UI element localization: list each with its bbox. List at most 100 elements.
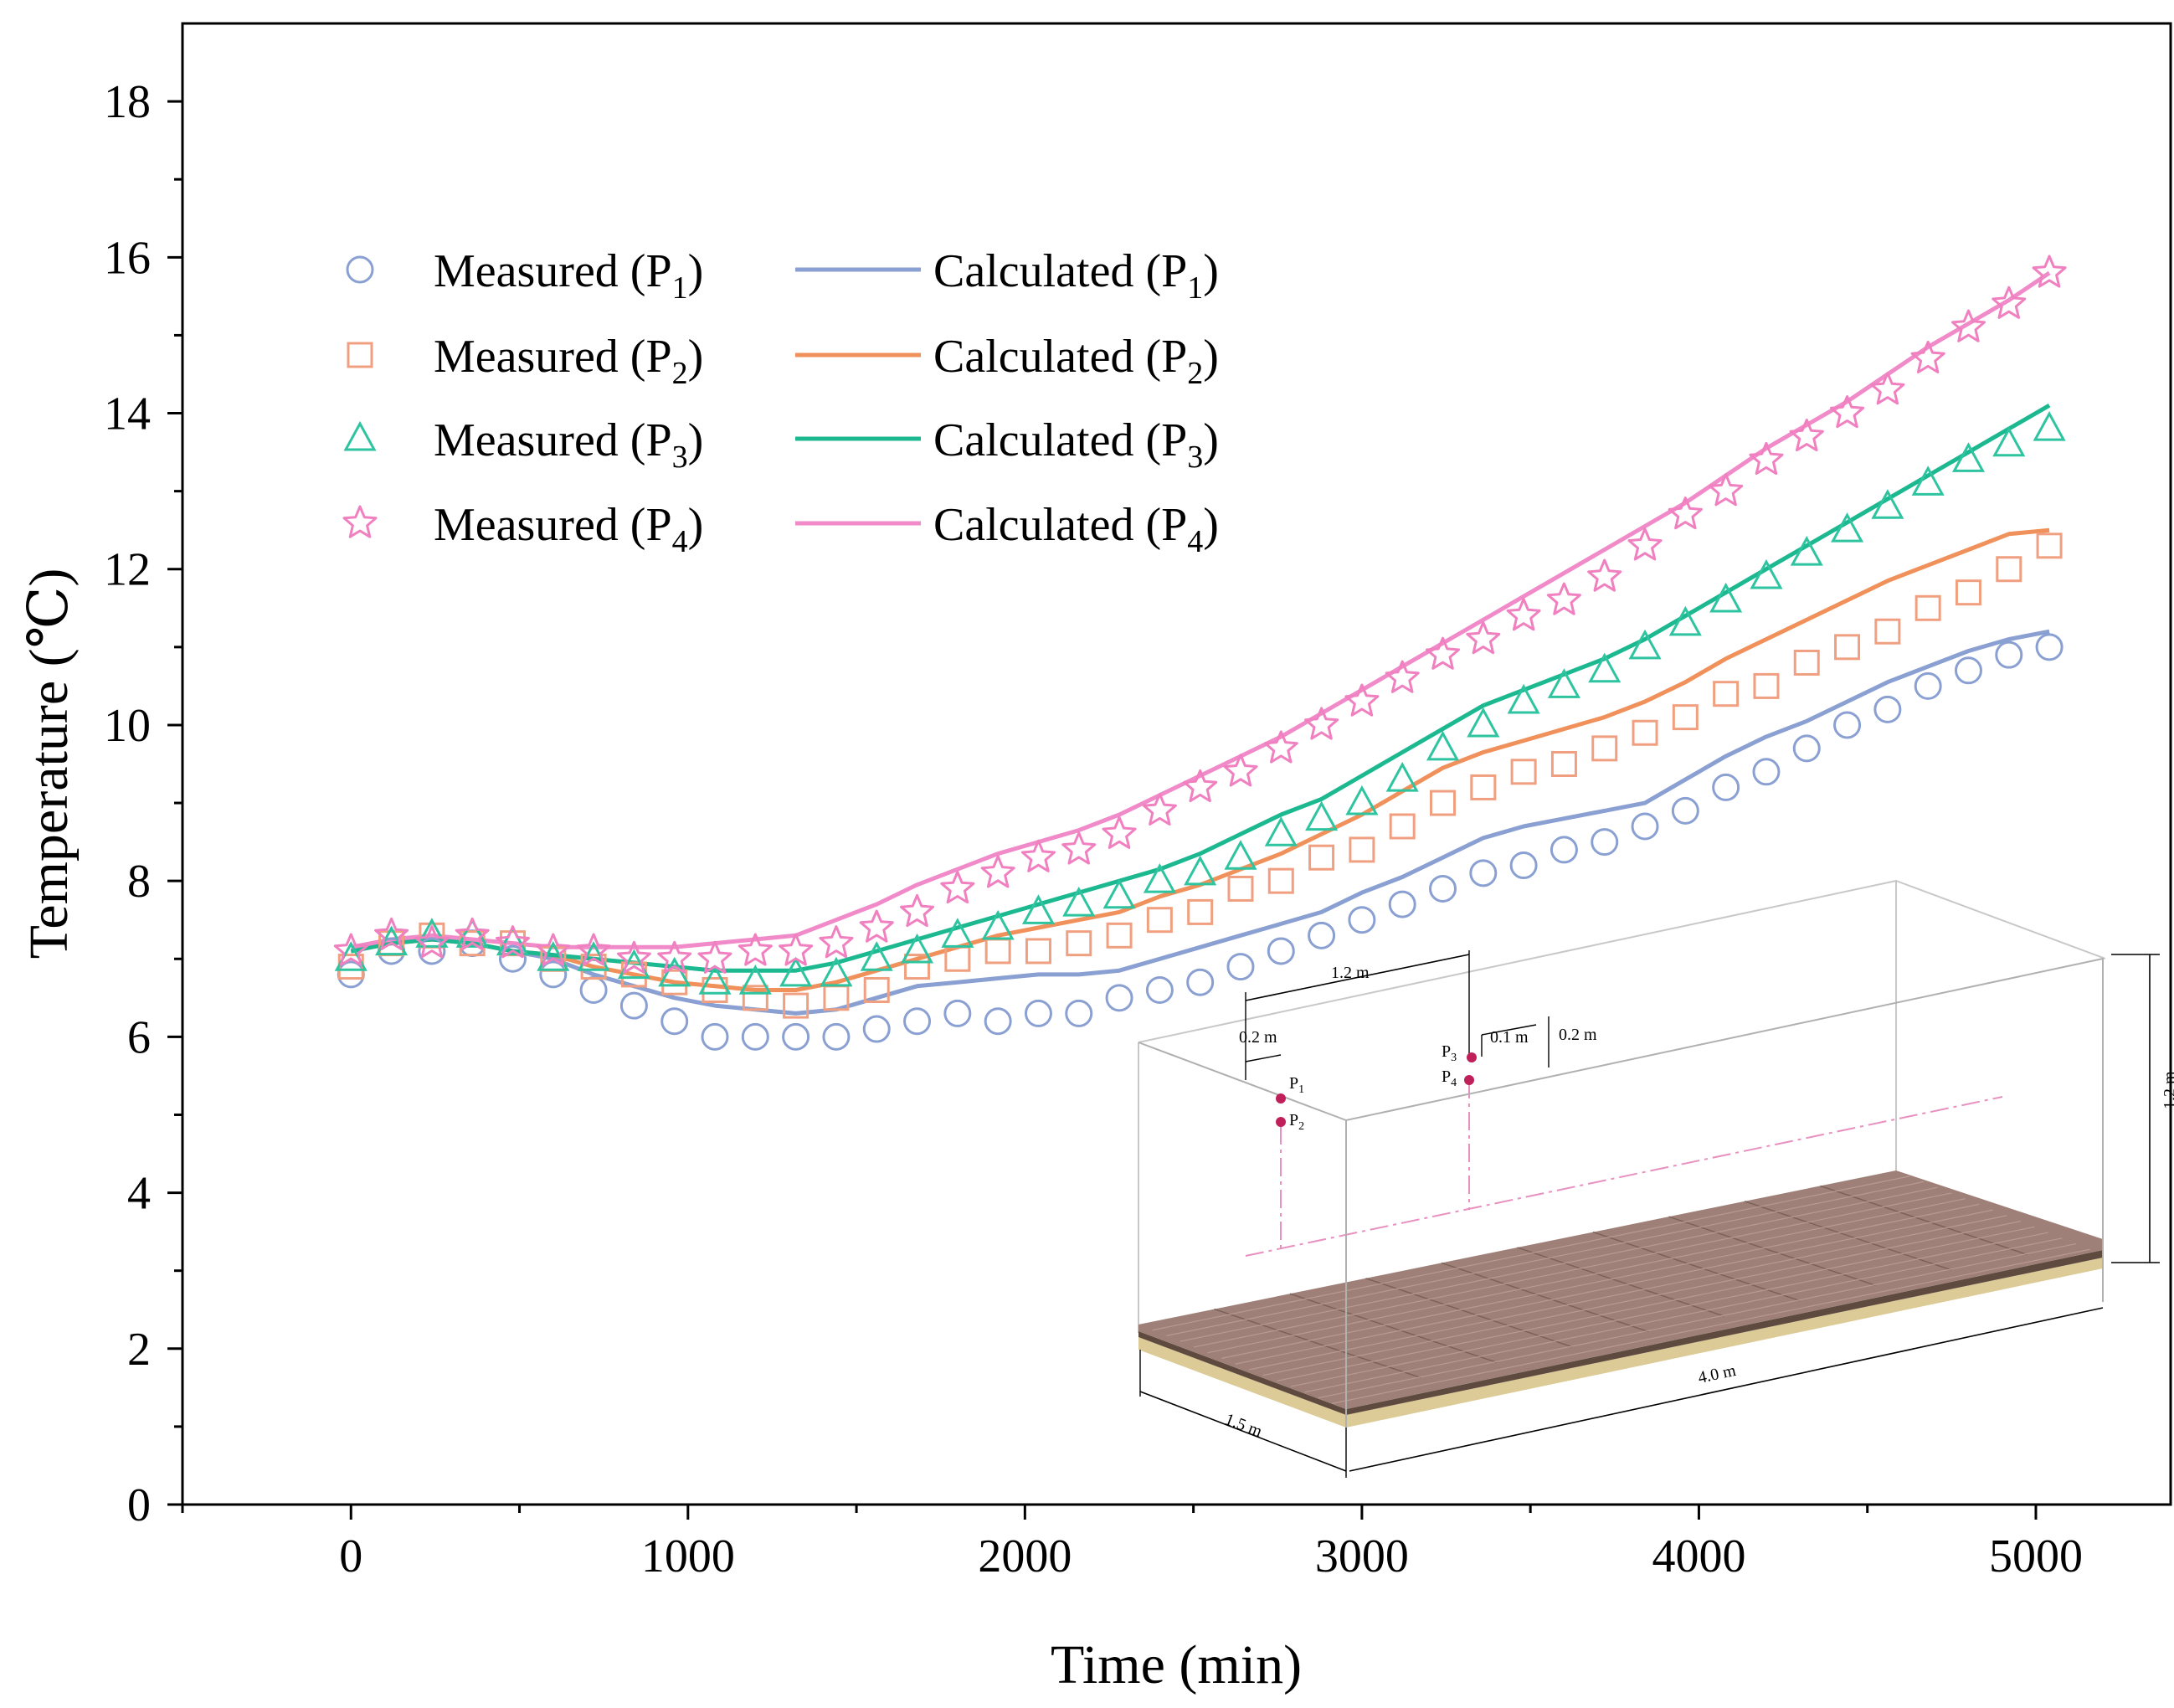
data-point xyxy=(1467,707,1500,738)
data-point xyxy=(1550,751,1577,777)
data-point xyxy=(1345,785,1379,815)
data-point xyxy=(1388,890,1416,918)
data-point xyxy=(496,925,530,956)
inset-dim-line-12-top xyxy=(1245,954,1470,1001)
data-point xyxy=(1954,656,1982,685)
data-point xyxy=(455,918,489,948)
data-point xyxy=(1632,719,1658,746)
inset-box-front xyxy=(1138,957,2104,1302)
inset-label-p4: P4 xyxy=(1442,1068,1457,1089)
legend-marker xyxy=(342,505,378,538)
data-point xyxy=(2035,633,2064,661)
data-point xyxy=(1304,707,1339,740)
inset-label-p2: P2 xyxy=(1289,1111,1304,1133)
data-point xyxy=(576,933,611,966)
data-point xyxy=(1020,839,1056,872)
inset-pipe-ridge xyxy=(1180,1186,1938,1342)
data-point xyxy=(1264,816,1298,846)
data-point xyxy=(658,956,691,987)
inset-probe-p1 xyxy=(1276,1093,1286,1104)
data-point xyxy=(1712,773,1740,801)
x-tick-label: 4000 xyxy=(1652,1531,1745,1582)
data-point xyxy=(741,1022,769,1051)
legend-label-measured: Measured (P1) xyxy=(434,245,703,306)
y-tick-label: 2 xyxy=(127,1324,151,1376)
data-point xyxy=(1874,618,1901,645)
data-point xyxy=(1267,937,1295,965)
legend-marker xyxy=(347,342,373,368)
data-point xyxy=(779,933,814,966)
legend-marker xyxy=(343,420,377,451)
data-point xyxy=(1308,921,1336,949)
inset-probe-p4 xyxy=(1464,1075,1474,1085)
data-point xyxy=(1914,671,1942,700)
data-point xyxy=(1429,874,1457,903)
data-point xyxy=(782,1022,810,1051)
data-point xyxy=(1348,906,1376,934)
inset-label-01: 0.1 m xyxy=(1490,1028,1529,1047)
data-point xyxy=(1631,812,1659,841)
data-point xyxy=(1792,734,1821,763)
data-point xyxy=(1871,489,1904,519)
data-point xyxy=(1591,735,1618,762)
data-point xyxy=(1507,683,1540,714)
data-point xyxy=(1914,594,1941,621)
data-point xyxy=(1951,442,1986,472)
data-point xyxy=(333,933,368,966)
data-point xyxy=(1186,968,1215,996)
data-point xyxy=(1224,840,1257,870)
data-point xyxy=(701,1022,729,1051)
data-point xyxy=(657,940,692,974)
data-point xyxy=(539,960,568,989)
data-point xyxy=(1955,579,1981,606)
data-point xyxy=(1547,668,1580,698)
inset-pipe-ridge xyxy=(1332,1248,2090,1404)
data-point xyxy=(1550,836,1578,864)
data-point xyxy=(900,893,935,928)
data-point xyxy=(1753,672,1780,699)
data-point xyxy=(941,918,974,948)
data-point xyxy=(414,925,450,959)
x-tick-label: 1000 xyxy=(641,1531,735,1582)
legend: Measured (P1) Measured (P2) Measured (P3) M… xyxy=(342,245,1219,559)
data-point xyxy=(374,917,409,950)
data-point xyxy=(1546,582,1581,615)
data-point xyxy=(455,917,490,950)
data-point xyxy=(1588,652,1622,683)
data-point xyxy=(1627,527,1663,561)
x-axis-label: Time (min) xyxy=(1051,1634,1302,1695)
data-point xyxy=(2033,411,2066,441)
data-point xyxy=(1910,340,1945,373)
data-point xyxy=(1349,836,1375,863)
data-point xyxy=(1102,815,1137,849)
data-point xyxy=(698,965,732,995)
inset-dim-line-15 xyxy=(1139,1391,1347,1472)
data-point xyxy=(1830,395,1865,429)
data-point xyxy=(1389,813,1416,840)
data-point xyxy=(1509,851,1538,880)
inset-label-02-left: 0.2 m xyxy=(1239,1028,1277,1047)
data-point xyxy=(1305,800,1339,831)
data-point xyxy=(1628,629,1662,660)
data-point xyxy=(1672,704,1699,731)
legend-label-measured: Measured (P2) xyxy=(434,331,703,391)
series-markers-measured-p4 xyxy=(333,255,2067,974)
data-point xyxy=(1591,828,1619,857)
data-point xyxy=(1143,863,1176,893)
inset-pipe-ridge xyxy=(1304,1237,2063,1393)
data-point xyxy=(904,954,931,980)
data-point xyxy=(1065,999,1093,1027)
legend-label-measured: Measured (P3) xyxy=(434,414,703,475)
legend-label-calculated: Calculated (P2) xyxy=(933,331,1219,391)
series-markers-measured-p1 xyxy=(337,633,2064,1051)
x-tick-label: 2000 xyxy=(978,1531,1072,1582)
data-point xyxy=(1223,754,1258,787)
data-point xyxy=(1870,372,1905,405)
data-point xyxy=(1308,844,1335,871)
data-point xyxy=(903,1007,932,1036)
data-point xyxy=(536,933,571,966)
data-point xyxy=(660,1007,689,1036)
data-point xyxy=(1426,636,1460,670)
data-point xyxy=(863,977,890,1004)
